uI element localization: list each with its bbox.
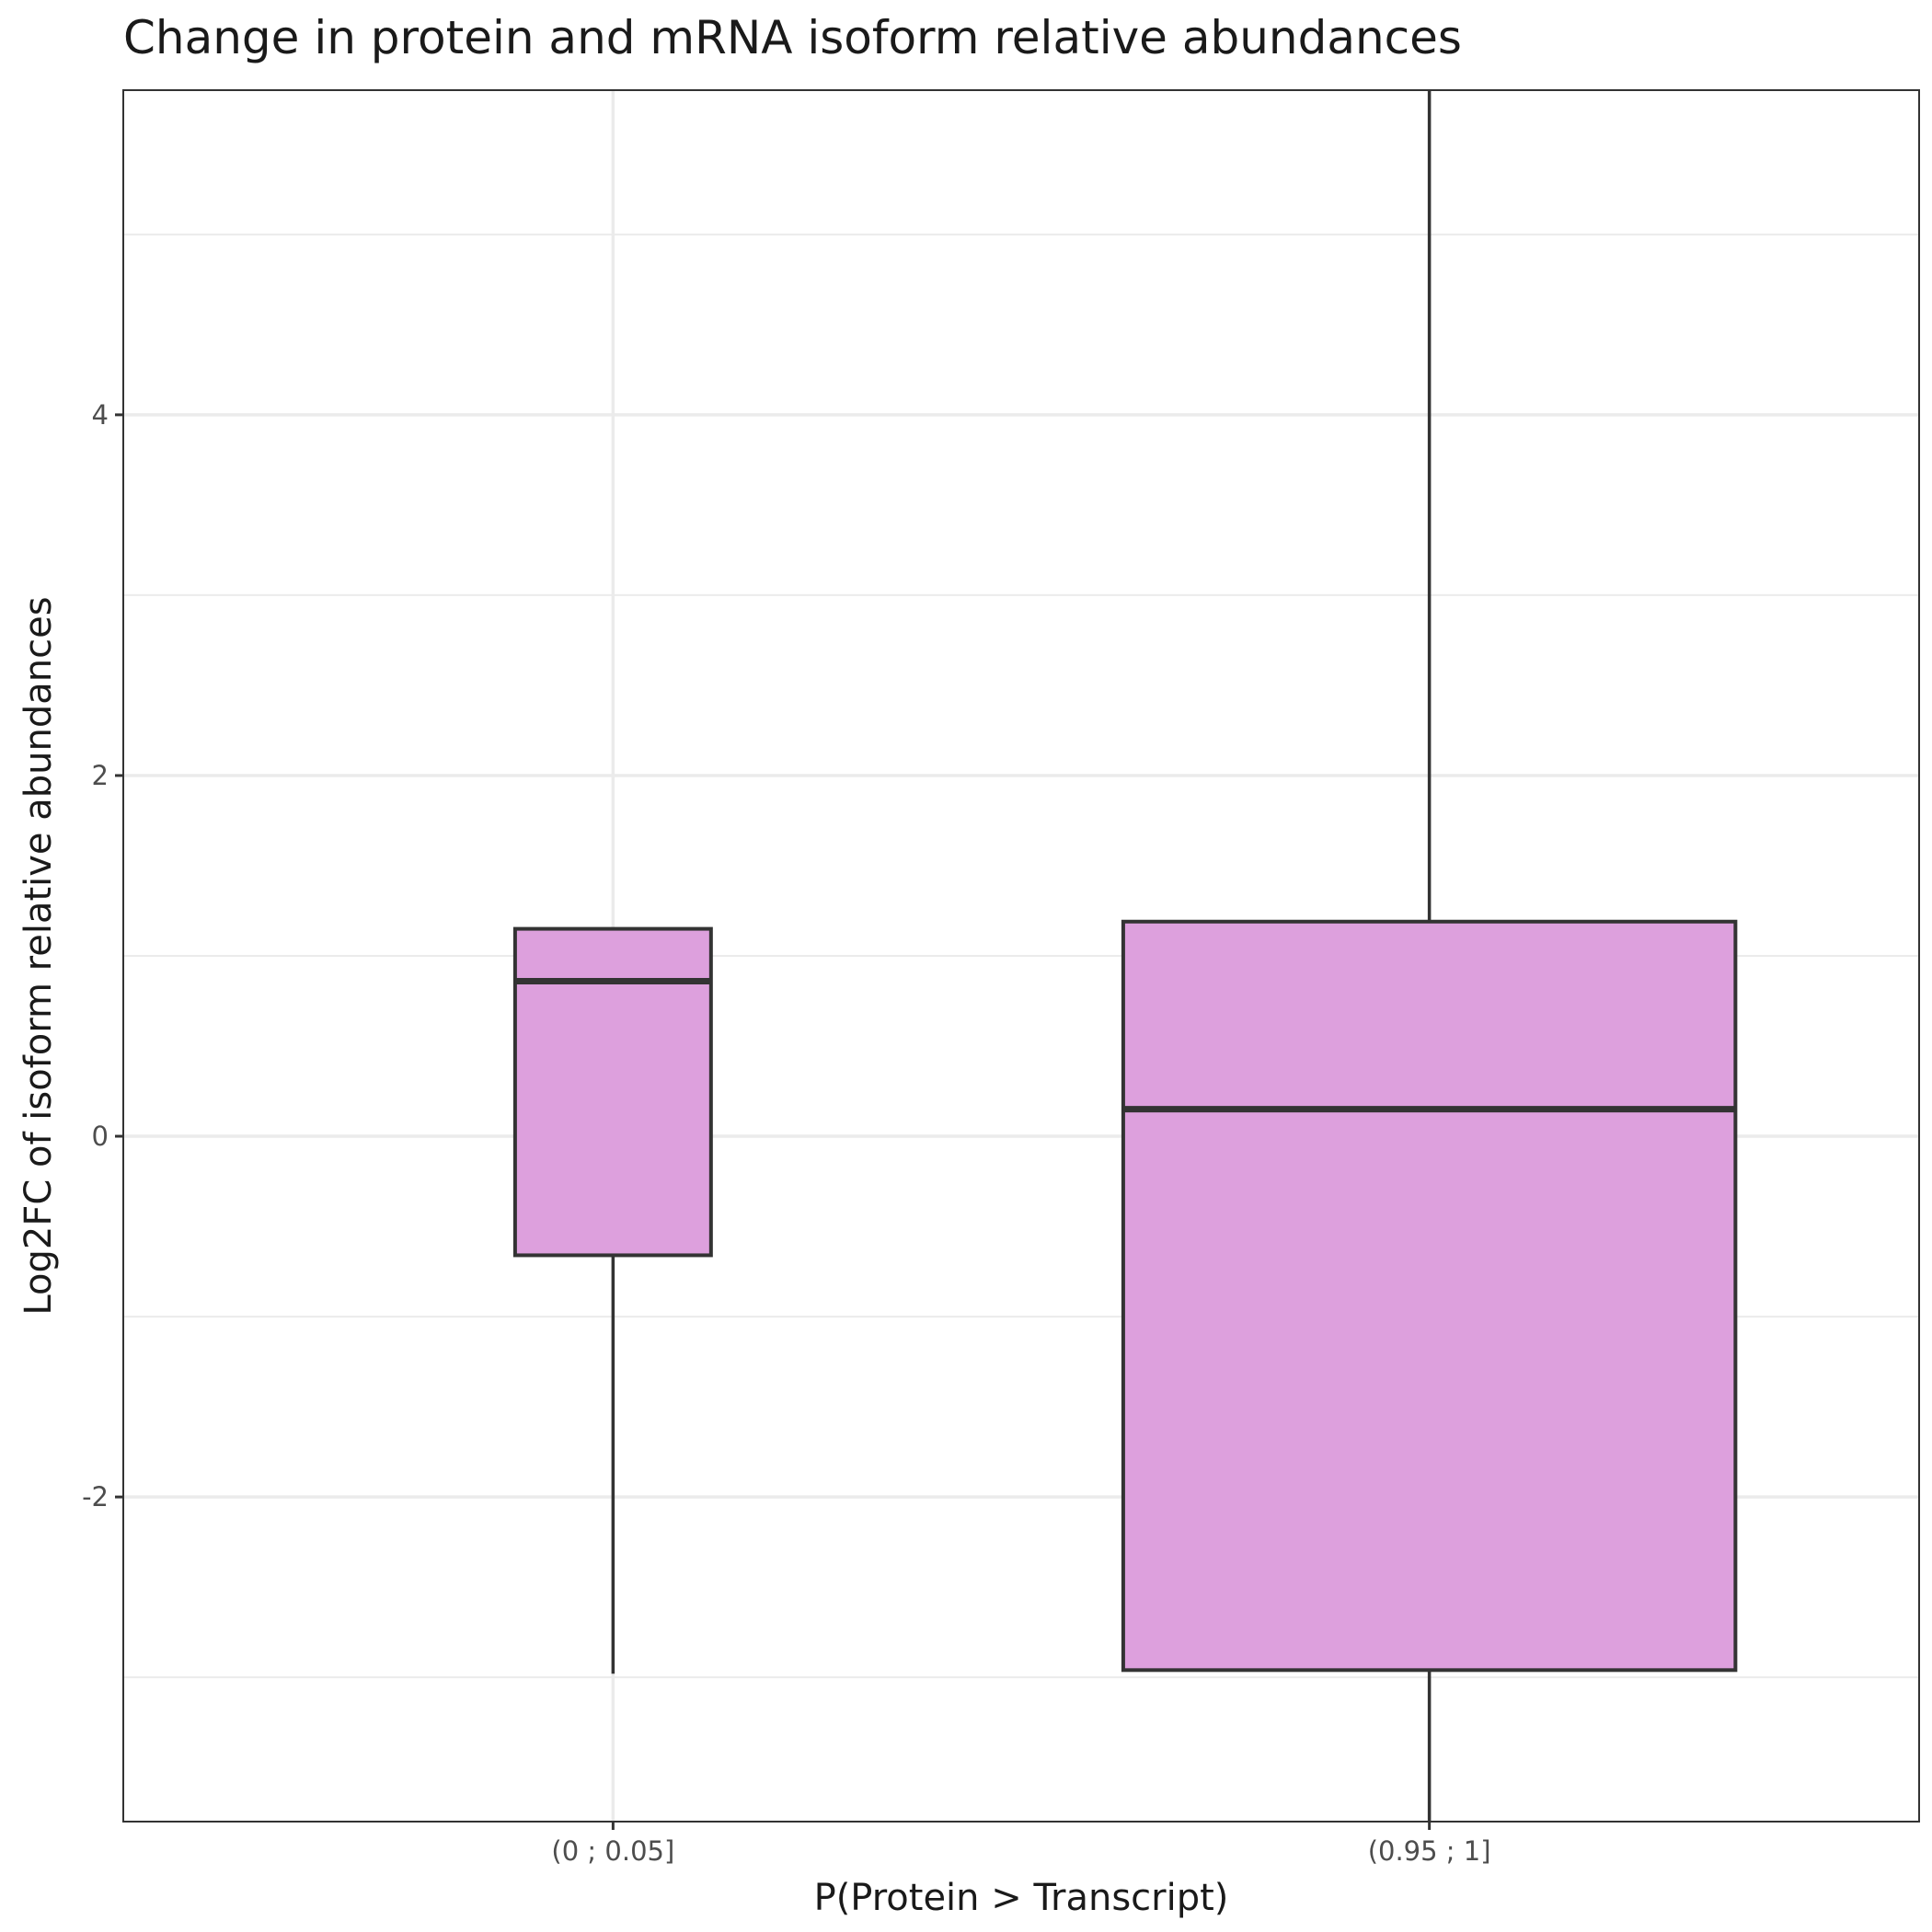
y-tick-label: 4 [92,399,109,431]
y-tick-label: -2 [82,1481,109,1512]
y-axis-title: Log2FC of isoform relative abundances [17,596,60,1315]
x-tick-label: (0.95 ; 1] [1368,1835,1491,1867]
plot-panel-border [122,89,1920,1823]
box-group [512,926,713,1674]
box [512,926,713,1258]
y-tick-label: 0 [92,1121,109,1152]
box-plot-marks [512,90,1738,1822]
box [1121,919,1738,1673]
x-axis: (0 ; 0.05] (0.95 ; 1] [551,1822,1491,1867]
y-axis: -2 0 2 4 [82,399,123,1512]
x-tick-label: (0 ; 0.05] [551,1835,674,1867]
chart-title: Change in protein and mRNA isoform relat… [123,11,1462,64]
box-group [1121,90,1738,1822]
y-tick-label: 2 [92,760,109,791]
x-axis-title: P(Protein > Transcript) [814,1877,1229,1919]
